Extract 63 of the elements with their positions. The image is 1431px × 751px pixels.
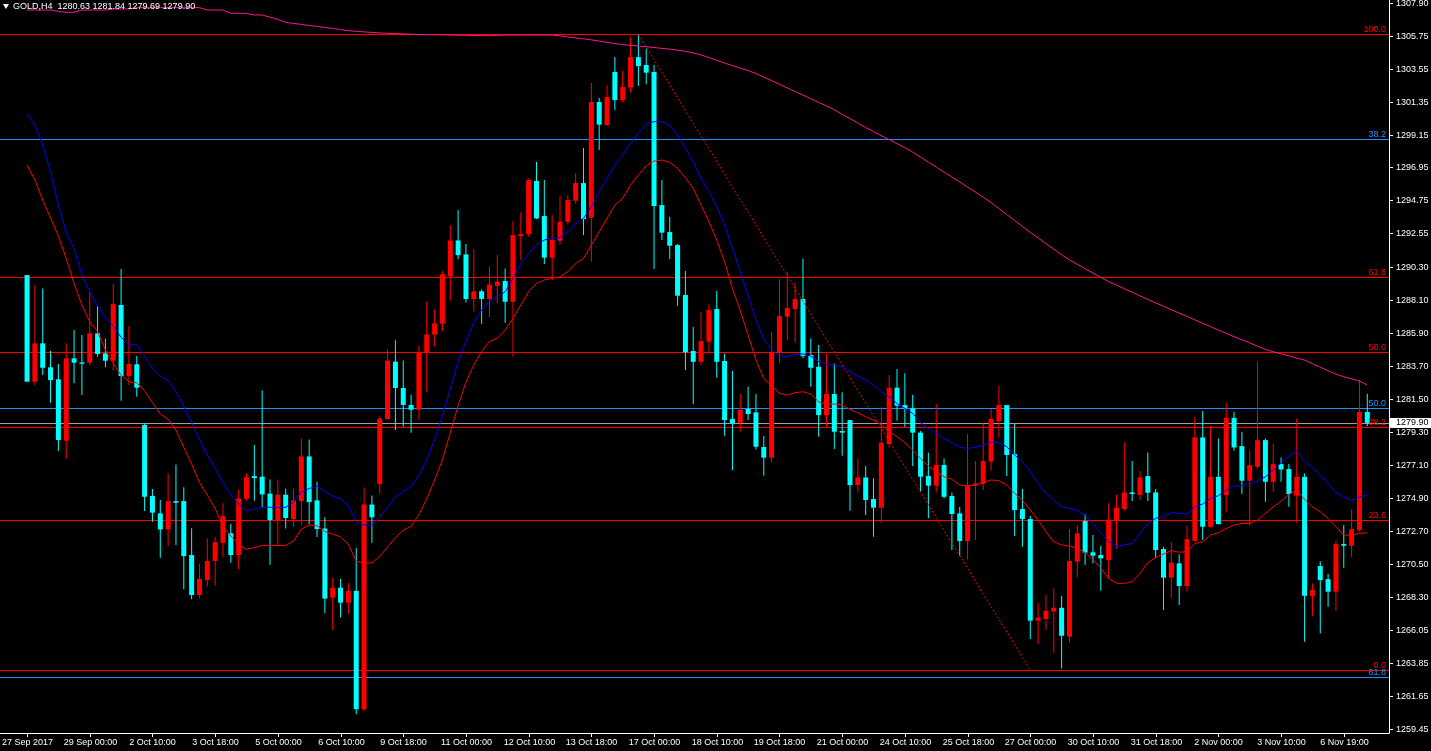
candlestick: [173, 464, 179, 545]
x-tick-label: 6 Nov 19:00: [1320, 736, 1369, 747]
y-tick-label: 1299.15: [1396, 129, 1429, 140]
y-tick-label: 1305.75: [1396, 30, 1429, 41]
y-tick-label: 1292.55: [1396, 227, 1429, 238]
y-tick-label: 1274.90: [1396, 492, 1429, 503]
y-tick-label: 1290.30: [1396, 261, 1429, 272]
candlestick: [518, 212, 524, 261]
ref-line-label: 23.6: [1368, 509, 1386, 520]
y-tick-label: 1303.55: [1396, 63, 1429, 74]
y-tick-label: 1281.50: [1396, 393, 1429, 404]
x-tick-label: 3 Oct 18:00: [192, 736, 239, 747]
ref-line-label: 61.8: [1368, 266, 1386, 277]
x-tick-label: 2 Nov 00:00: [1194, 736, 1243, 747]
x-tick-label: 18 Oct 10:00: [691, 736, 744, 747]
candlestick: [839, 392, 845, 456]
annotation: 38.2: [1368, 128, 1386, 139]
x-tick-label: 19 Oct 18:00: [753, 736, 806, 747]
y-tick-label: 1279.30: [1396, 426, 1429, 437]
x-tick-label: 25 Oct 18:00: [942, 736, 995, 747]
x-tick-label: 2 Oct 10:00: [129, 736, 176, 747]
candlestick: [1341, 525, 1347, 568]
x-tick-label: 12 Oct 10:00: [503, 736, 556, 747]
x-tick-label: 5 Oct 00:00: [255, 736, 302, 747]
y-tick-label: 1296.95: [1396, 161, 1429, 172]
x-tick-label: 9 Oct 18:00: [380, 736, 427, 747]
y-tick-label: 1294.75: [1396, 194, 1429, 205]
y-tick-label: 1283.70: [1396, 360, 1429, 371]
x-tick-label: 30 Oct 10:00: [1067, 736, 1120, 747]
x-tick-label: 11 Oct 00:00: [441, 736, 492, 747]
y-tick-label: 1288.10: [1396, 294, 1429, 305]
y-tick-label: 1272.70: [1396, 525, 1429, 536]
y-tick-label: 1270.50: [1396, 558, 1429, 569]
x-tick-label: 13 Oct 18:00: [565, 736, 618, 747]
x-tick-label: 3 Nov 10:00: [1257, 736, 1306, 747]
candlestick: [1129, 460, 1135, 502]
y-tick-label: 1307.90: [1396, 0, 1429, 8]
annotation: 50.0: [1368, 397, 1386, 408]
y-tick-label: 1301.35: [1396, 96, 1429, 107]
x-tick-label: 31 Oct 18:00: [1130, 736, 1183, 747]
y-tick-label: 1266.05: [1396, 624, 1429, 635]
candlestick: [1051, 588, 1057, 653]
ref-line-label: 100.0: [1363, 23, 1386, 34]
y-tick-label: 1285.90: [1396, 327, 1429, 338]
candlestick: [1035, 602, 1041, 645]
ref-line-label: 50.0: [1368, 341, 1386, 352]
x-tick-label: 6 Oct 10:00: [318, 736, 365, 747]
x-tick-label: 27 Sep 2017: [1, 736, 54, 747]
y-tick-label: 1268.30: [1396, 591, 1429, 602]
y-tick-label: 1263.85: [1396, 657, 1429, 668]
candlestick: [79, 334, 85, 396]
x-tick-label: 27 Oct 00:00: [1004, 736, 1057, 747]
y-tick-label: 1261.65: [1396, 690, 1429, 701]
candlestick: [729, 371, 735, 471]
x-tick-label: 29 Sep 00:00: [63, 736, 118, 747]
ref-line-label: 1279.90: [1396, 417, 1429, 428]
y-tick-label: 1259.45: [1396, 723, 1429, 734]
x-tick-label: 21 Oct 00:00: [816, 736, 869, 747]
x-tick-label: 24 Oct 10:00: [879, 736, 932, 747]
candlestick: [71, 330, 77, 384]
x-tick-label: 17 Oct 00:00: [628, 736, 681, 747]
y-tick-label: 1277.10: [1396, 459, 1429, 470]
candlestick: [251, 445, 257, 501]
